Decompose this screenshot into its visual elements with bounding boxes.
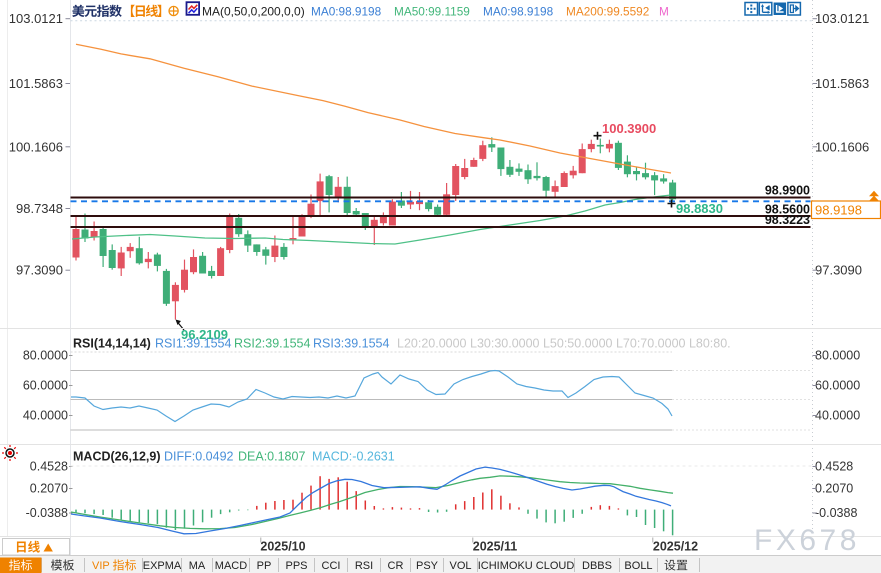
svg-text:-0.0388: -0.0388 xyxy=(26,506,68,520)
svg-text:2025/12: 2025/12 xyxy=(653,540,698,554)
svg-text:CCI: CCI xyxy=(322,560,341,572)
svg-text:98.3223: 98.3223 xyxy=(765,213,810,227)
svg-text:DIFF:0.0492: DIFF:0.0492 xyxy=(164,450,234,464)
svg-text:MA200:99.5592: MA200:99.5592 xyxy=(566,4,649,18)
svg-text:DBBS: DBBS xyxy=(582,560,612,572)
svg-text:103.0121: 103.0121 xyxy=(815,11,869,26)
svg-text:60.0000: 60.0000 xyxy=(815,379,860,393)
svg-text:FX678: FX678 xyxy=(754,524,860,557)
svg-text:0.2070: 0.2070 xyxy=(30,482,68,496)
svg-text:MA(0,50,0,200,0,0): MA(0,50,0,200,0,0) xyxy=(202,4,305,18)
svg-text:103.0121: 103.0121 xyxy=(9,11,63,26)
svg-text:98.5600: 98.5600 xyxy=(765,203,810,217)
svg-text:M: M xyxy=(659,4,669,18)
svg-text:RSI: RSI xyxy=(355,560,373,572)
svg-text:L20:20.0000 L30:30.0000 L50:: L20:20.0000 L30:30.0000 L50:50.0000 L70:… xyxy=(397,337,731,351)
svg-text:96.2109: 96.2109 xyxy=(181,327,228,342)
svg-text:80.0000: 80.0000 xyxy=(815,349,860,363)
svg-text:60.0000: 60.0000 xyxy=(23,379,68,393)
svg-text:VOL: VOL xyxy=(449,560,471,572)
svg-text:MA: MA xyxy=(189,560,206,572)
svg-text:2025/10: 2025/10 xyxy=(260,540,305,554)
svg-text:EXPMA: EXPMA xyxy=(143,560,182,572)
svg-text:101.5863: 101.5863 xyxy=(9,76,63,91)
svg-text:98.7348: 98.7348 xyxy=(16,201,63,216)
svg-text:PSY: PSY xyxy=(416,560,439,572)
svg-text:40.0000: 40.0000 xyxy=(815,409,860,423)
svg-text:0.4528: 0.4528 xyxy=(30,460,68,474)
svg-text:100.3900: 100.3900 xyxy=(602,121,656,136)
svg-text:RSI1:39.1554: RSI1:39.1554 xyxy=(155,337,231,351)
svg-text:PP: PP xyxy=(257,560,272,572)
svg-text:98.8830: 98.8830 xyxy=(676,201,723,216)
svg-text:97.3090: 97.3090 xyxy=(16,263,63,278)
svg-text:97.3090: 97.3090 xyxy=(815,263,862,278)
svg-text:MA50:99.1159: MA50:99.1159 xyxy=(394,4,470,18)
svg-text:MA0:98.9198: MA0:98.9198 xyxy=(483,4,554,18)
svg-text:MA0:98.9198: MA0:98.9198 xyxy=(311,4,382,18)
svg-text:0.2070: 0.2070 xyxy=(815,482,853,496)
svg-text:0.4528: 0.4528 xyxy=(815,460,853,474)
svg-text:CR: CR xyxy=(388,560,404,572)
svg-text:RSI2:39.1554: RSI2:39.1554 xyxy=(234,337,310,351)
svg-text:98.9198: 98.9198 xyxy=(815,203,862,218)
svg-text:RSI3:39.1554: RSI3:39.1554 xyxy=(313,337,389,351)
svg-text:RSI(14,14,14): RSI(14,14,14) xyxy=(73,337,151,351)
svg-text:ICHIMOKU CLOUD: ICHIMOKU CLOUD xyxy=(478,560,575,572)
svg-text:100.1606: 100.1606 xyxy=(9,139,63,154)
svg-text:MACD:-0.2631: MACD:-0.2631 xyxy=(312,450,395,464)
svg-text:98.9900: 98.9900 xyxy=(765,184,810,198)
svg-text:PPS: PPS xyxy=(285,560,307,572)
svg-text:DEA:0.1807: DEA:0.1807 xyxy=(238,450,305,464)
svg-text:100.1606: 100.1606 xyxy=(815,139,869,154)
svg-text:-0.0388: -0.0388 xyxy=(815,506,857,520)
svg-text:2025/11: 2025/11 xyxy=(473,540,518,554)
svg-text:101.5863: 101.5863 xyxy=(815,76,869,91)
svg-text:VIP: VIP xyxy=(92,560,110,572)
svg-text:80.0000: 80.0000 xyxy=(23,349,68,363)
svg-text:MACD: MACD xyxy=(215,560,247,572)
svg-text:BOLL: BOLL xyxy=(624,560,652,572)
svg-text:MACD(26,12,9): MACD(26,12,9) xyxy=(73,450,161,464)
svg-text:40.0000: 40.0000 xyxy=(23,409,68,423)
